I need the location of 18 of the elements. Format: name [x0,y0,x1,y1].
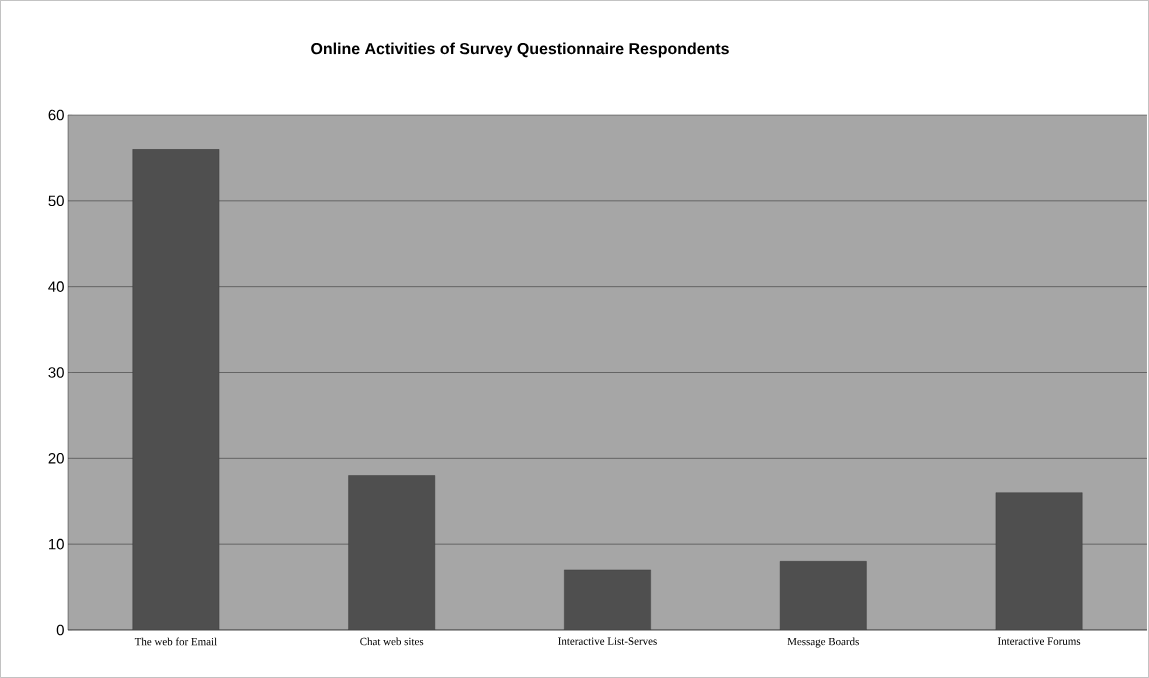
y-tick-label: 60 [48,109,64,121]
x-tick-label: Message Boards [787,637,859,648]
y-tick-label: 50 [48,195,64,207]
x-tick-label: The web for Email [134,637,217,646]
x-tick-label: Chat web sites [360,637,424,646]
x-tick-label: Interactive List-Serves [558,637,657,645]
y-tick-label: 40 [48,281,64,292]
y-tick-label: 20 [48,453,64,464]
bar [132,149,220,630]
y-tick-label: 10 [49,538,64,550]
bar [779,561,867,630]
y-tick-label: 0 [56,624,64,636]
chart-title: Online Activities of Survey Questionnaire Respondents [311,42,729,58]
bar [348,475,436,630]
bar [995,492,1083,630]
y-tick-label: 30 [48,367,64,378]
x-tick-label: Interactive Forums [997,637,1081,645]
bar [564,569,651,630]
